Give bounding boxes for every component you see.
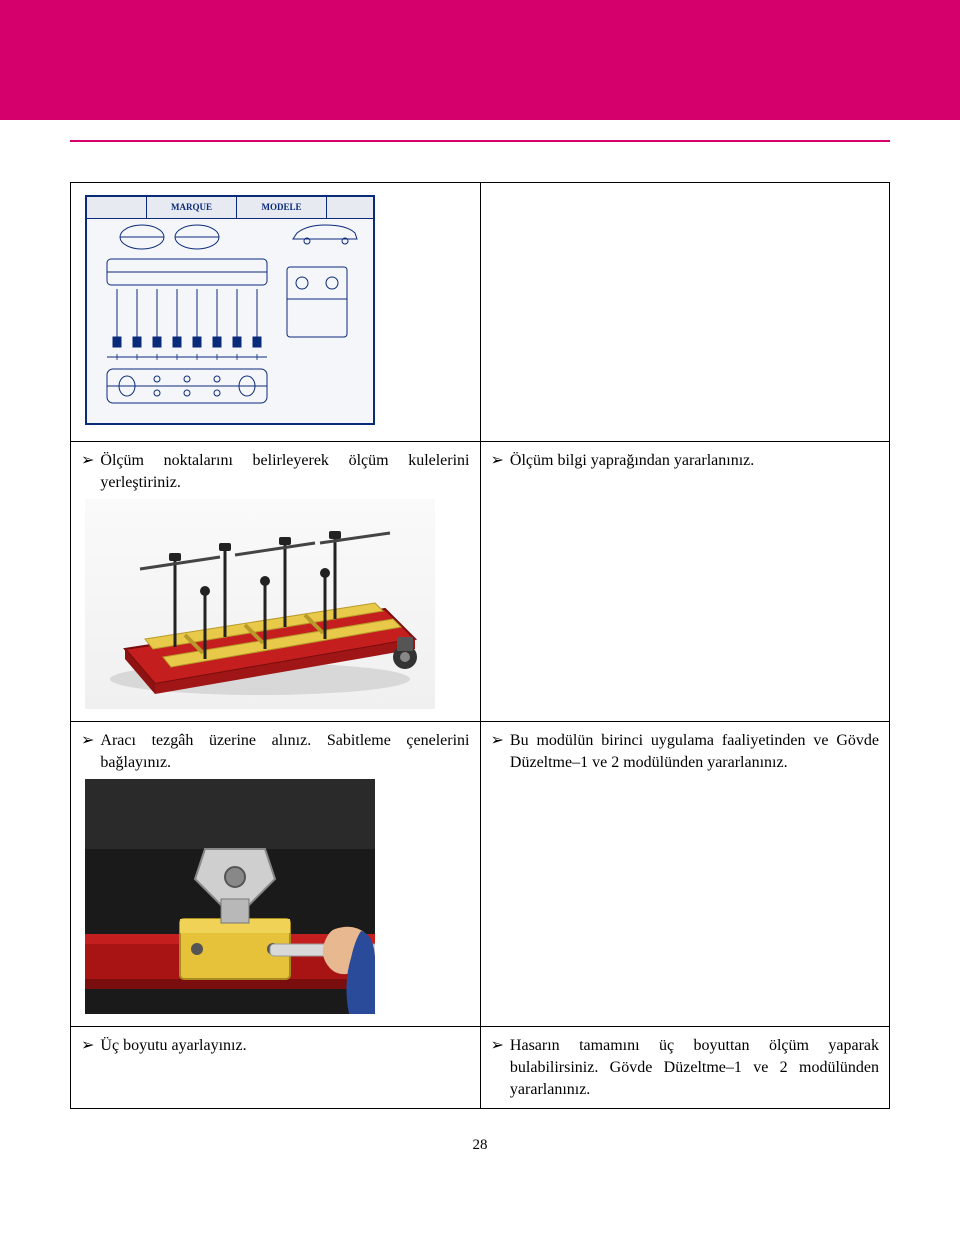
bullet-arrow-icon: ➢ — [81, 1036, 94, 1057]
bullet-item: ➢ Üç boyutu ayarlayınız. — [81, 1035, 470, 1057]
diagram-header: MARQUE MODELE — [87, 197, 373, 219]
bullet-item: ➢ Hasarın tamamını üç boyuttan ölçüm yap… — [491, 1035, 880, 1100]
table-row: ➢ Üç boyutu ayarlayınız. ➢ Hasarın tamam… — [71, 1027, 890, 1109]
page-number: 28 — [70, 1137, 890, 1154]
bullet-item: ➢ Aracı tezgâh üzerine alınız. Sabitleme… — [81, 730, 470, 773]
bullet-arrow-icon: ➢ — [81, 731, 94, 752]
bullet-arrow-icon: ➢ — [81, 451, 94, 472]
diagram-col-blank2 — [327, 197, 373, 218]
instruction-table: MARQUE MODELE — [70, 182, 890, 1109]
table-row: ➢ Aracı tezgâh üzerine alınız. Sabitleme… — [71, 722, 890, 1027]
bullet-text: Hasarın tamamını üç boyuttan ölçüm yapar… — [510, 1035, 879, 1100]
bullet-text: Üç boyutu ayarlayınız. — [100, 1035, 469, 1057]
step-cell: ➢ Ölçüm noktalarını belirleyerek ölçüm k… — [71, 442, 481, 722]
bullet-text: Ölçüm bilgi yaprağından yararlanınız. — [510, 450, 879, 472]
bullet-arrow-icon: ➢ — [491, 731, 504, 752]
note-cell: ➢ Hasarın tamamını üç boyuttan ölçüm yap… — [480, 1027, 890, 1109]
measurement-diagram: MARQUE MODELE — [85, 195, 375, 425]
diagram-col-blank — [87, 197, 147, 218]
note-cell: ➢ Bu modülün birinci uygulama faaliyetin… — [480, 722, 890, 1027]
note-cell: ➢ Ölçüm bilgi yaprağından yararlanınız. — [480, 442, 890, 722]
bullet-item: ➢ Bu modülün birinci uygulama faaliyetin… — [491, 730, 880, 773]
diagram-col-modele: MODELE — [237, 197, 327, 218]
bullet-text: Ölçüm noktalarını belirleyerek ölçüm kul… — [100, 450, 469, 493]
bullet-item: ➢ Ölçüm bilgi yaprağından yararlanınız. — [491, 450, 880, 472]
bullet-text: Aracı tezgâh üzerine alınız. Sabitleme ç… — [100, 730, 469, 773]
clamp-illustration — [85, 779, 375, 1014]
bullet-arrow-icon: ➢ — [491, 451, 504, 472]
table-row: ➢ Ölçüm noktalarını belirleyerek ölçüm k… — [71, 442, 890, 722]
diagram-body — [87, 219, 373, 423]
diagram-cell: MARQUE MODELE — [71, 183, 481, 442]
table-row: MARQUE MODELE — [71, 183, 890, 442]
header-bar — [0, 0, 960, 120]
empty-cell — [480, 183, 890, 442]
bullet-text: Bu modülün birinci uygulama faaliyetinde… — [510, 730, 879, 773]
header-rule — [70, 140, 890, 142]
bullet-arrow-icon: ➢ — [491, 1036, 504, 1057]
step-cell: ➢ Üç boyutu ayarlayınız. — [71, 1027, 481, 1109]
diagram-col-marque: MARQUE — [147, 197, 237, 218]
page-content: MARQUE MODELE — [70, 182, 890, 1154]
step-cell: ➢ Aracı tezgâh üzerine alınız. Sabitleme… — [71, 722, 481, 1027]
bench-illustration — [85, 499, 435, 709]
bullet-item: ➢ Ölçüm noktalarını belirleyerek ölçüm k… — [81, 450, 470, 493]
